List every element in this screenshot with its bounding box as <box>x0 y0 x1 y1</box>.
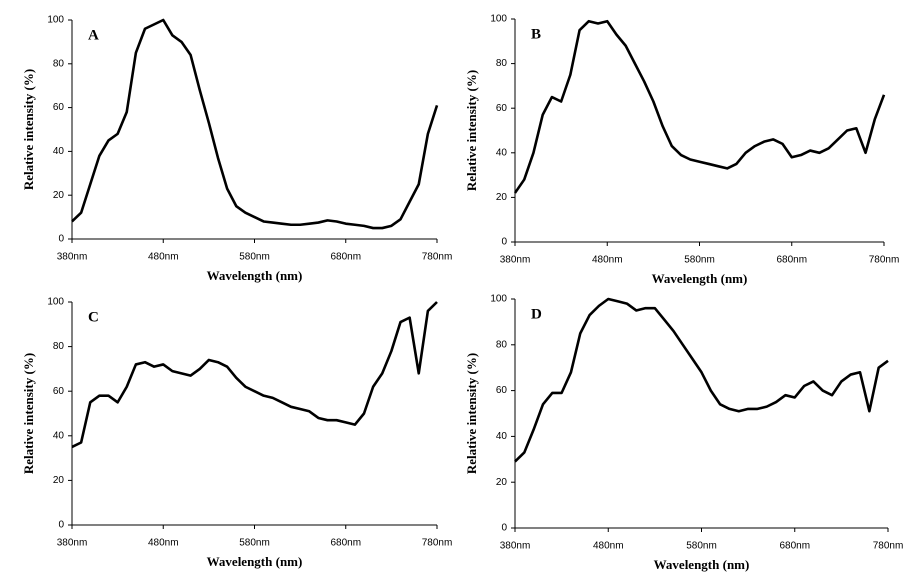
x-tick-label: 380nm <box>500 255 531 266</box>
y-tick-label: 0 <box>501 523 507 534</box>
y-tick-label: 60 <box>496 385 508 396</box>
x-tick-label: 580nm <box>239 252 270 263</box>
y-tick-label: 0 <box>501 237 507 248</box>
x-tick-label: 680nm <box>330 538 361 549</box>
panel-label: A <box>88 27 99 43</box>
y-tick-label: 60 <box>53 102 65 113</box>
y-tick-label: 80 <box>53 341 65 352</box>
x-tick-label: 680nm <box>779 541 810 552</box>
x-tick-label: 380nm <box>57 538 88 549</box>
x-tick-label: 380nm <box>500 541 531 552</box>
x-tick-label: 780nm <box>422 252 453 263</box>
y-tick-label: 20 <box>53 475 65 486</box>
spectrum-line <box>71 301 438 449</box>
x-tick-label: 480nm <box>148 252 179 263</box>
spectrum-line <box>514 297 889 463</box>
y-tick-label: 60 <box>496 103 508 114</box>
y-tick-label: 80 <box>53 58 65 69</box>
y-tick-label: 80 <box>496 339 508 350</box>
x-tick-label: 780nm <box>869 255 900 266</box>
panel-label: B <box>531 26 541 42</box>
x-tick-label: 680nm <box>330 252 361 263</box>
y-tick-label: 80 <box>496 58 508 69</box>
y-tick-label: 100 <box>47 297 64 308</box>
y-tick-label: 40 <box>53 146 65 157</box>
y-tick-label: 40 <box>496 147 508 158</box>
x-axis-label: Wavelength (nm) <box>207 554 303 569</box>
x-tick-label: 480nm <box>593 541 624 552</box>
y-axis-label: Relative intensity (%) <box>21 353 36 474</box>
spectrum-line <box>71 18 439 230</box>
x-tick-label: 580nm <box>686 541 717 552</box>
y-axis-label: Relative intensity (%) <box>464 70 479 191</box>
panel-label: D <box>531 306 542 322</box>
y-axis-label: Relative intensity (%) <box>21 69 36 190</box>
y-tick-label: 100 <box>490 14 507 25</box>
x-tick-label: 580nm <box>684 255 715 266</box>
y-tick-label: 100 <box>47 15 64 26</box>
x-tick-label: 480nm <box>592 255 623 266</box>
x-axis-label: Wavelength (nm) <box>207 268 303 283</box>
x-tick-label: 580nm <box>239 538 270 549</box>
y-tick-label: 60 <box>53 386 65 397</box>
x-axis-label: Wavelength (nm) <box>652 271 748 286</box>
y-axis-label: Relative intensity (%) <box>464 353 479 474</box>
y-tick-label: 40 <box>53 430 65 441</box>
x-tick-label: 680nm <box>776 255 807 266</box>
y-tick-label: 20 <box>496 477 508 488</box>
y-tick-label: 100 <box>490 294 507 305</box>
y-tick-label: 0 <box>58 520 64 531</box>
panel-label: C <box>88 309 99 325</box>
x-tick-label: 380nm <box>57 252 88 263</box>
y-tick-label: 0 <box>58 234 64 245</box>
x-axis-label: Wavelength (nm) <box>654 557 750 572</box>
x-tick-label: 480nm <box>148 538 179 549</box>
y-tick-label: 20 <box>496 192 508 203</box>
y-tick-label: 20 <box>53 190 65 201</box>
spectrum-line <box>513 19 886 194</box>
y-tick-label: 40 <box>496 431 508 442</box>
x-tick-label: 780nm <box>873 541 904 552</box>
x-tick-label: 780nm <box>422 538 453 549</box>
